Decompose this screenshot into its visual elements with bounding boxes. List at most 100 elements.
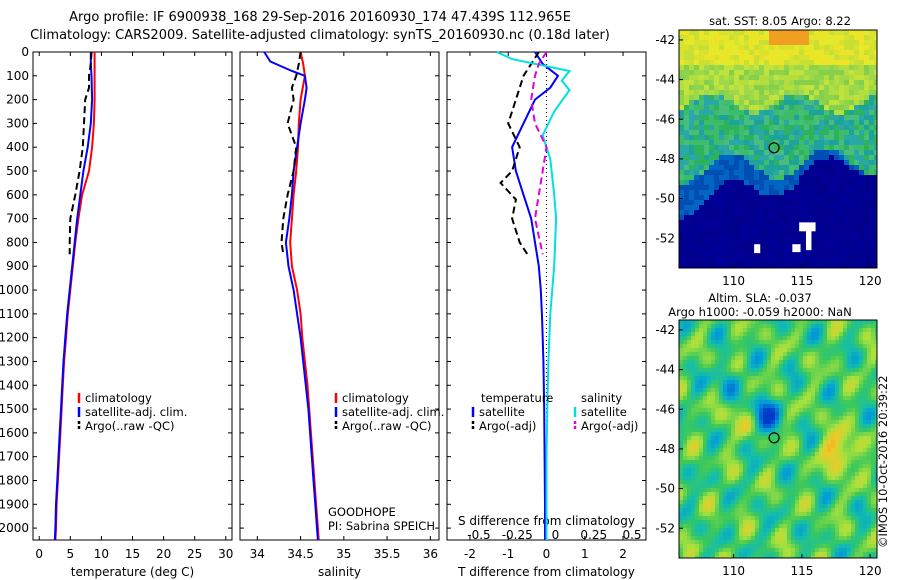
sla-map-cell — [855, 456, 860, 461]
sst-map-cell — [764, 250, 770, 256]
sst-map-cell — [794, 255, 800, 261]
sla-map-cell — [811, 496, 816, 501]
sla-map-cell — [691, 344, 696, 349]
sla-map-cell — [755, 508, 760, 513]
sla-map-cell — [699, 464, 704, 469]
sla-map-cell — [791, 480, 796, 485]
sla-map-cell — [735, 476, 740, 481]
sla-map-cell — [679, 464, 684, 469]
sst-map-cell — [874, 230, 878, 236]
sst-map-cell — [744, 155, 750, 161]
sla-map-cell — [759, 516, 764, 521]
depth-tick-label: 800 — [6, 235, 29, 249]
sst-map-cell — [864, 160, 870, 166]
sst-map-cell — [764, 105, 770, 111]
sla-map-cell — [799, 448, 804, 453]
sla-map-cell — [803, 552, 808, 557]
sla-map-cell — [831, 504, 836, 509]
sla-map-cell — [727, 528, 732, 533]
sst-map-cell — [754, 180, 760, 186]
sla-map-cell — [775, 392, 780, 397]
sst-map-cell — [734, 45, 740, 51]
sst-map-cell — [849, 160, 855, 166]
sst-map-cell — [849, 70, 855, 76]
sla-map-cell — [695, 476, 700, 481]
sst-map-cell — [874, 50, 878, 56]
sla-map-cell — [839, 416, 844, 421]
sla-map-cell — [859, 520, 864, 525]
sla-map-cell — [787, 552, 792, 557]
sla-map-cell — [707, 508, 712, 513]
sst-map-cell — [739, 190, 745, 196]
sla-map-cell — [695, 528, 700, 533]
sla-map-cell — [863, 328, 868, 333]
sst-map-cell — [704, 165, 710, 171]
sla-map-cell — [691, 472, 696, 477]
sst-map-cell — [739, 90, 745, 96]
sst-map-cell — [839, 120, 845, 126]
sla-map-cell — [775, 408, 780, 413]
sla-map-cell — [835, 504, 840, 509]
sla-map-cell — [799, 340, 804, 345]
sla-map-cell — [815, 500, 820, 505]
sst-map-cell — [864, 80, 870, 86]
sla-map-cell — [799, 436, 804, 441]
sla-map-cell — [743, 392, 748, 397]
sst-map-cell — [784, 145, 790, 151]
sla-map-cell — [799, 508, 804, 513]
sla-map-cell — [711, 384, 716, 389]
sla-map-cell — [831, 428, 836, 433]
sla-map-cell — [823, 372, 828, 377]
sst-map-cell — [729, 155, 735, 161]
depth-tick-label: 200 — [6, 93, 29, 107]
sst-map-cell — [714, 95, 720, 101]
sst-map-cell — [844, 120, 850, 126]
sst-map-cell — [874, 235, 878, 241]
sla-map-cell — [727, 476, 732, 481]
sst-map-ytick-label: -48 — [655, 152, 675, 166]
sst-map-cell — [814, 245, 820, 251]
sst-map-cell — [699, 80, 705, 86]
sst-map-cell — [874, 245, 878, 251]
sla-map-cell — [755, 472, 760, 477]
sst-missing-data — [805, 226, 812, 251]
sla-map-cell — [755, 352, 760, 357]
sst-map-cell — [684, 85, 690, 91]
sst-map-cell — [749, 130, 755, 136]
sst-map-cell — [749, 30, 755, 36]
sst-map-cell — [784, 125, 790, 131]
sla-map-cell — [759, 440, 764, 445]
sla-map-cell — [743, 544, 748, 549]
sla-map-cell — [727, 532, 732, 537]
sla-map-cell — [835, 388, 840, 393]
sst-map-cell — [739, 120, 745, 126]
sla-map-cell — [739, 404, 744, 409]
sst-map-cell — [819, 220, 825, 226]
sla-map-cell — [739, 420, 744, 425]
sst-map-cell — [779, 170, 785, 176]
sla-map-cell — [855, 548, 860, 553]
sla-map-cell — [723, 516, 728, 521]
sst-map-cell — [844, 215, 850, 221]
sst-map-cell — [739, 220, 745, 226]
sst-map-cell — [834, 100, 840, 106]
salinity-diff-tick-label: 0 — [552, 528, 560, 542]
sla-map-cell — [807, 492, 812, 497]
sst-map-cell — [854, 100, 860, 106]
sst-map-cell — [804, 90, 810, 96]
sla-map-cell — [735, 348, 740, 353]
sla-map-cell — [783, 460, 788, 465]
sst-map-cell — [869, 240, 875, 246]
sla-map-cell — [687, 392, 692, 397]
sst-map-cell — [854, 125, 860, 131]
sla-map-cell — [775, 544, 780, 549]
sst-map-cell — [744, 215, 750, 221]
sst-map-cell — [689, 225, 695, 231]
sla-map-cell — [731, 440, 736, 445]
sst-map-cell — [754, 70, 760, 76]
sla-map-cell — [771, 464, 776, 469]
sst-map-cell — [684, 235, 690, 241]
sst-map-cell — [784, 195, 790, 201]
sst-map-cell — [794, 230, 800, 236]
sst-map-cell — [849, 220, 855, 226]
